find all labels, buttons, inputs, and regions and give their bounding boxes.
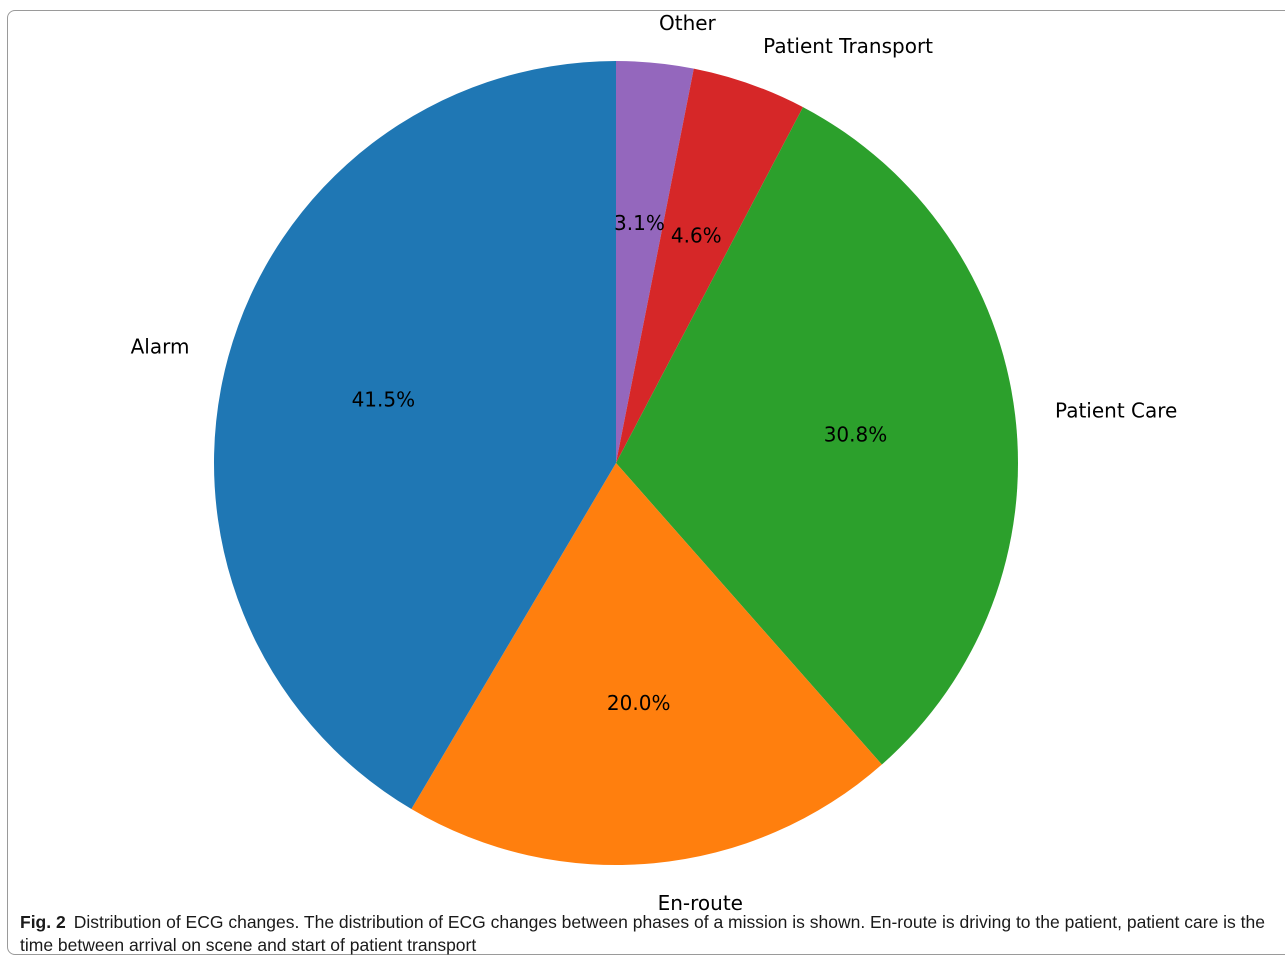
figure-caption: Fig. 2 Distribution of ECG changes. The d…: [20, 911, 1270, 957]
percent-label-en-route: 20.0%: [607, 691, 671, 715]
figure-frame: [7, 10, 1285, 955]
pie-slice-en-route: [411, 463, 882, 866]
category-label-other: Other: [659, 11, 717, 35]
pie-slice-other: [616, 61, 694, 463]
percent-label-other: 3.1%: [614, 211, 665, 235]
category-label-en-route: En-route: [658, 891, 743, 915]
pie-slice-alarm: [213, 61, 616, 810]
category-label-patient-care: Patient Care: [1055, 398, 1177, 422]
percent-label-alarm: 41.5%: [352, 387, 416, 411]
caption-text: Distribution of ECG changes. The distrib…: [20, 912, 1265, 955]
pie-slice-patient-transport: [616, 68, 803, 463]
pie-slices: [213, 61, 1018, 866]
percent-label-patient-transport: 4.6%: [671, 224, 722, 248]
percent-label-patient-care: 30.8%: [824, 422, 888, 446]
category-label-patient-transport: Patient Transport: [763, 34, 933, 58]
pie-labels: 3.1% Other 4.6% Patient Transport 30.8% Patie…: [131, 11, 1178, 915]
caption-label: Fig. 2: [20, 912, 66, 932]
category-label-alarm: Alarm: [131, 334, 190, 358]
pie-slice-patient-care: [616, 107, 1018, 765]
